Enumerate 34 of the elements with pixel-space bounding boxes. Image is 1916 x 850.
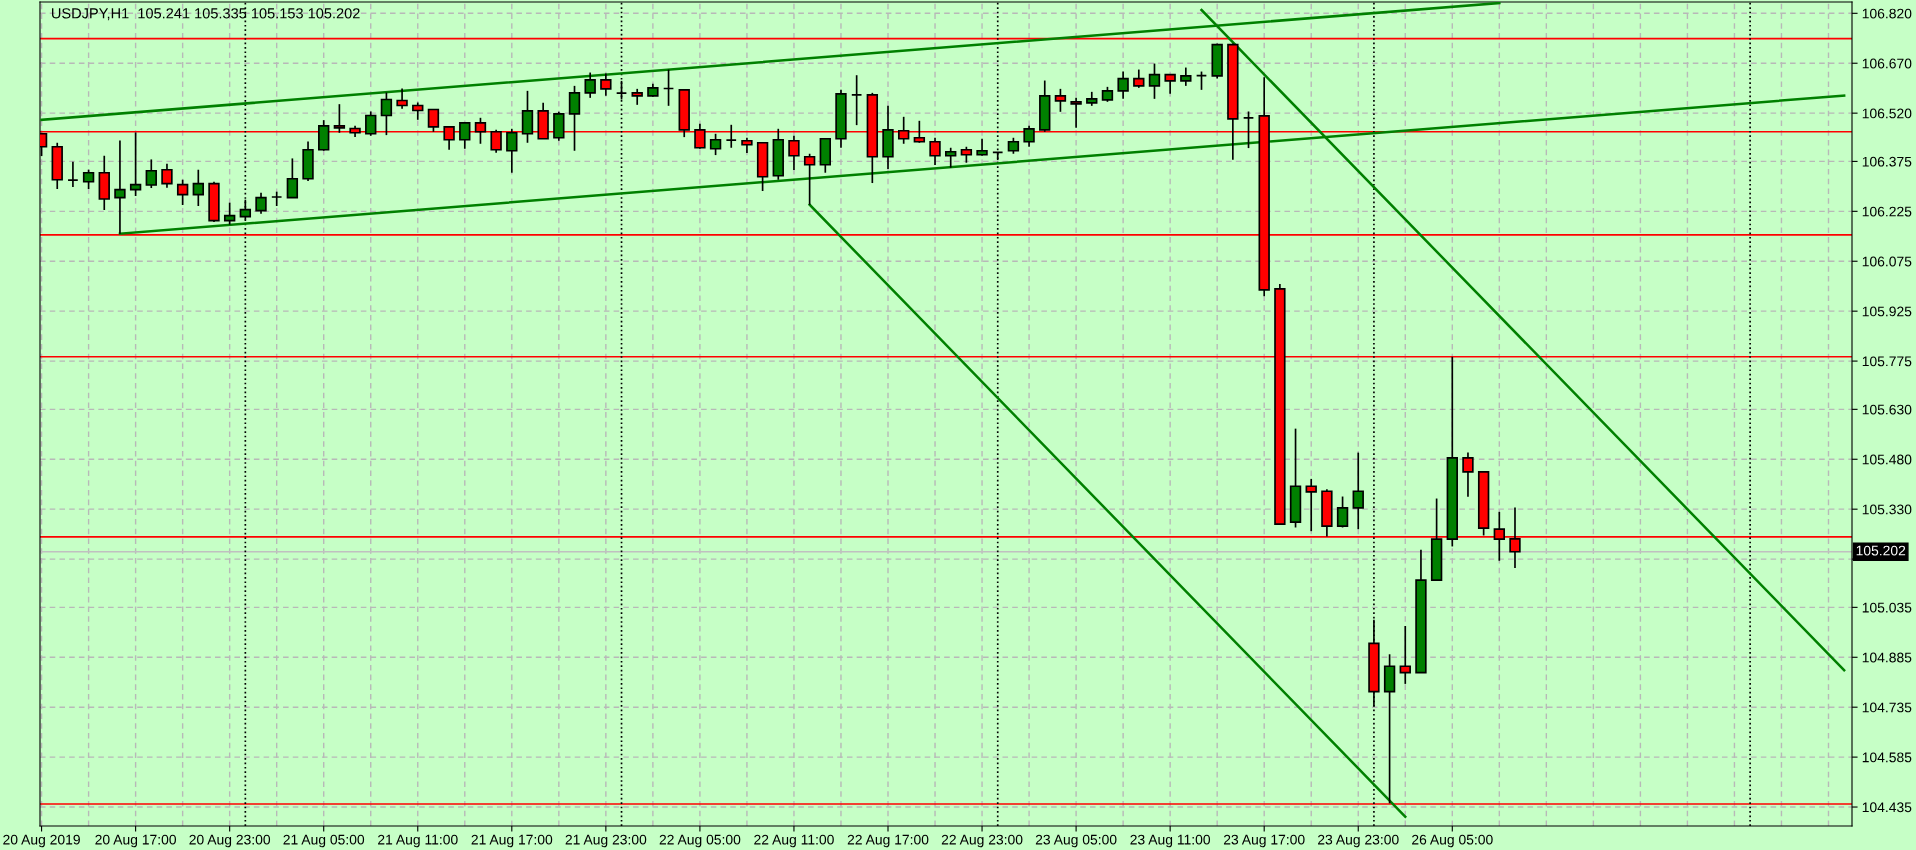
- chart-title: USDJPY,H1 105.241 105.335 105.153 105.202: [52, 8, 360, 21]
- x-tick-label: 20 Aug 23:00: [189, 834, 271, 848]
- x-tick-label: 21 Aug 05:00: [283, 834, 365, 848]
- y-tick-label: 105.775: [1862, 356, 1912, 367]
- y-tick-label: 104.885: [1862, 652, 1912, 663]
- x-tick-label: 22 Aug 11:00: [754, 834, 834, 848]
- x-tick-label: 20 Aug 2019: [3, 834, 80, 848]
- x-tick-label: 22 Aug 23:00: [941, 834, 1023, 848]
- x-tick-label: 21 Aug 11:00: [378, 834, 458, 848]
- x-tick-label: 23 Aug 17:00: [1223, 834, 1305, 848]
- y-tick-label: 105.480: [1862, 454, 1912, 465]
- x-tick-label: 22 Aug 05:00: [659, 834, 741, 848]
- x-tick-label: 23 Aug 23:00: [1318, 834, 1399, 848]
- x-tick-label: 21 Aug 23:00: [565, 834, 647, 848]
- y-tick-label: 104.435: [1862, 802, 1912, 813]
- y-tick-label: 106.670: [1862, 58, 1912, 69]
- y-tick-label: 106.075: [1862, 256, 1912, 267]
- y-tick-label: 105.330: [1862, 504, 1912, 515]
- x-tick-label: 26 Aug 05:00: [1412, 834, 1493, 848]
- x-tick-label: 20 Aug 17:00: [95, 834, 177, 848]
- y-tick-label: 105.035: [1862, 602, 1912, 613]
- y-tick-label: 106.225: [1862, 206, 1912, 217]
- y-tick-label: 104.735: [1862, 702, 1912, 713]
- y-tick-label: 106.520: [1862, 108, 1912, 119]
- x-tick-label: 21 Aug 17:00: [471, 834, 553, 848]
- y-tick-label: 105.925: [1862, 306, 1912, 317]
- y-tick-label: 105.630: [1862, 404, 1912, 415]
- y-tick-label: 106.375: [1862, 156, 1912, 167]
- y-tick-label: 106.820: [1862, 8, 1912, 19]
- x-tick-label: 23 Aug 11:00: [1130, 834, 1211, 848]
- y-tick-label: 104.585: [1862, 752, 1912, 763]
- ref-line-label: 105.202: [1856, 545, 1906, 556]
- x-tick-label: 23 Aug 05:00: [1035, 834, 1117, 848]
- x-tick-label: 22 Aug 17:00: [847, 834, 929, 848]
